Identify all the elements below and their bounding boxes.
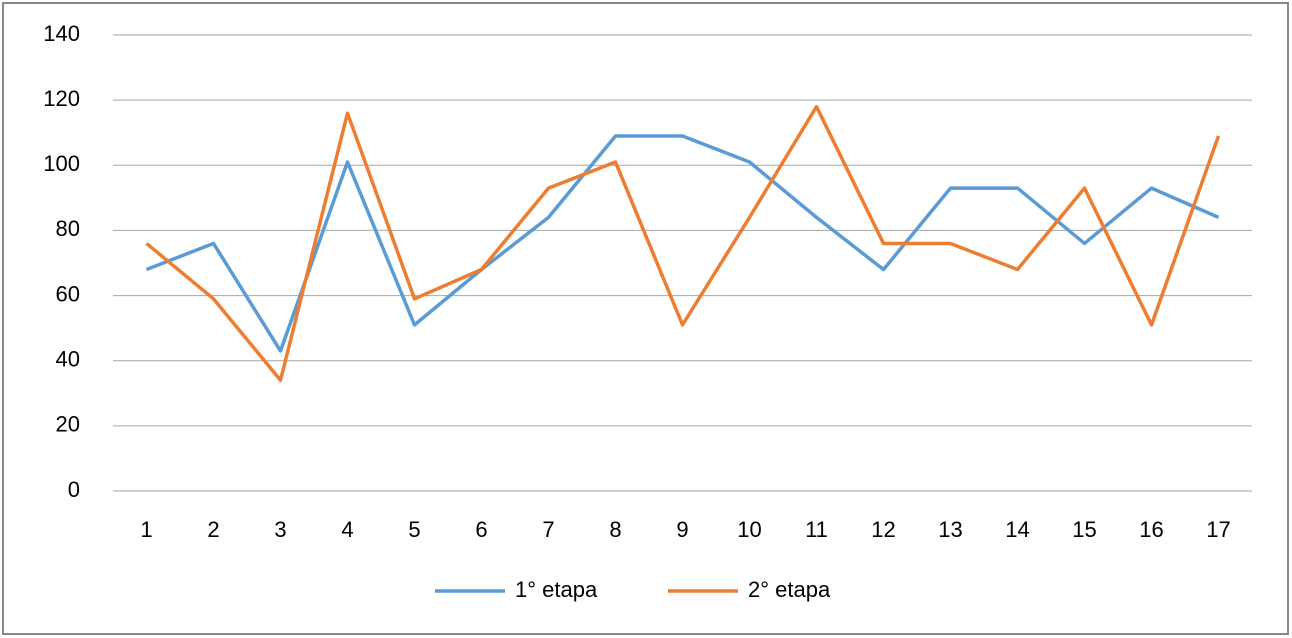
x-tick-label: 15	[1072, 517, 1096, 542]
series-line	[145, 134, 1220, 353]
x-tick-label: 2	[207, 517, 219, 542]
x-tick-label: 5	[408, 517, 420, 542]
x-tick-label: 4	[341, 517, 353, 542]
y-tick-label: 80	[56, 216, 80, 241]
x-tick-label: 1	[140, 517, 152, 542]
x-tick-label: 12	[871, 517, 895, 542]
legend-label: 1° etapa	[515, 577, 598, 602]
x-tick-label: 13	[938, 517, 962, 542]
series-line	[145, 104, 1221, 383]
x-tick-label: 7	[542, 517, 554, 542]
y-tick-label: 40	[56, 347, 80, 372]
y-tick-label: 60	[56, 281, 80, 306]
x-tick-label: 8	[609, 517, 621, 542]
y-tick-label: 120	[43, 86, 80, 111]
y-tick-label: 0	[68, 477, 80, 502]
x-tick-label: 17	[1206, 517, 1230, 542]
y-tick-label: 140	[43, 21, 80, 46]
legend-label: 2° etapa	[748, 577, 831, 602]
x-tick-label: 11	[805, 517, 828, 542]
y-tick-label: 20	[56, 412, 80, 437]
x-tick-label: 10	[737, 517, 761, 542]
x-tick-label: 3	[274, 517, 286, 542]
x-tick-label: 9	[676, 517, 688, 542]
y-tick-label: 100	[43, 151, 80, 176]
x-tick-label: 6	[475, 517, 487, 542]
x-tick-label: 14	[1005, 517, 1029, 542]
x-tick-label: 16	[1139, 517, 1163, 542]
